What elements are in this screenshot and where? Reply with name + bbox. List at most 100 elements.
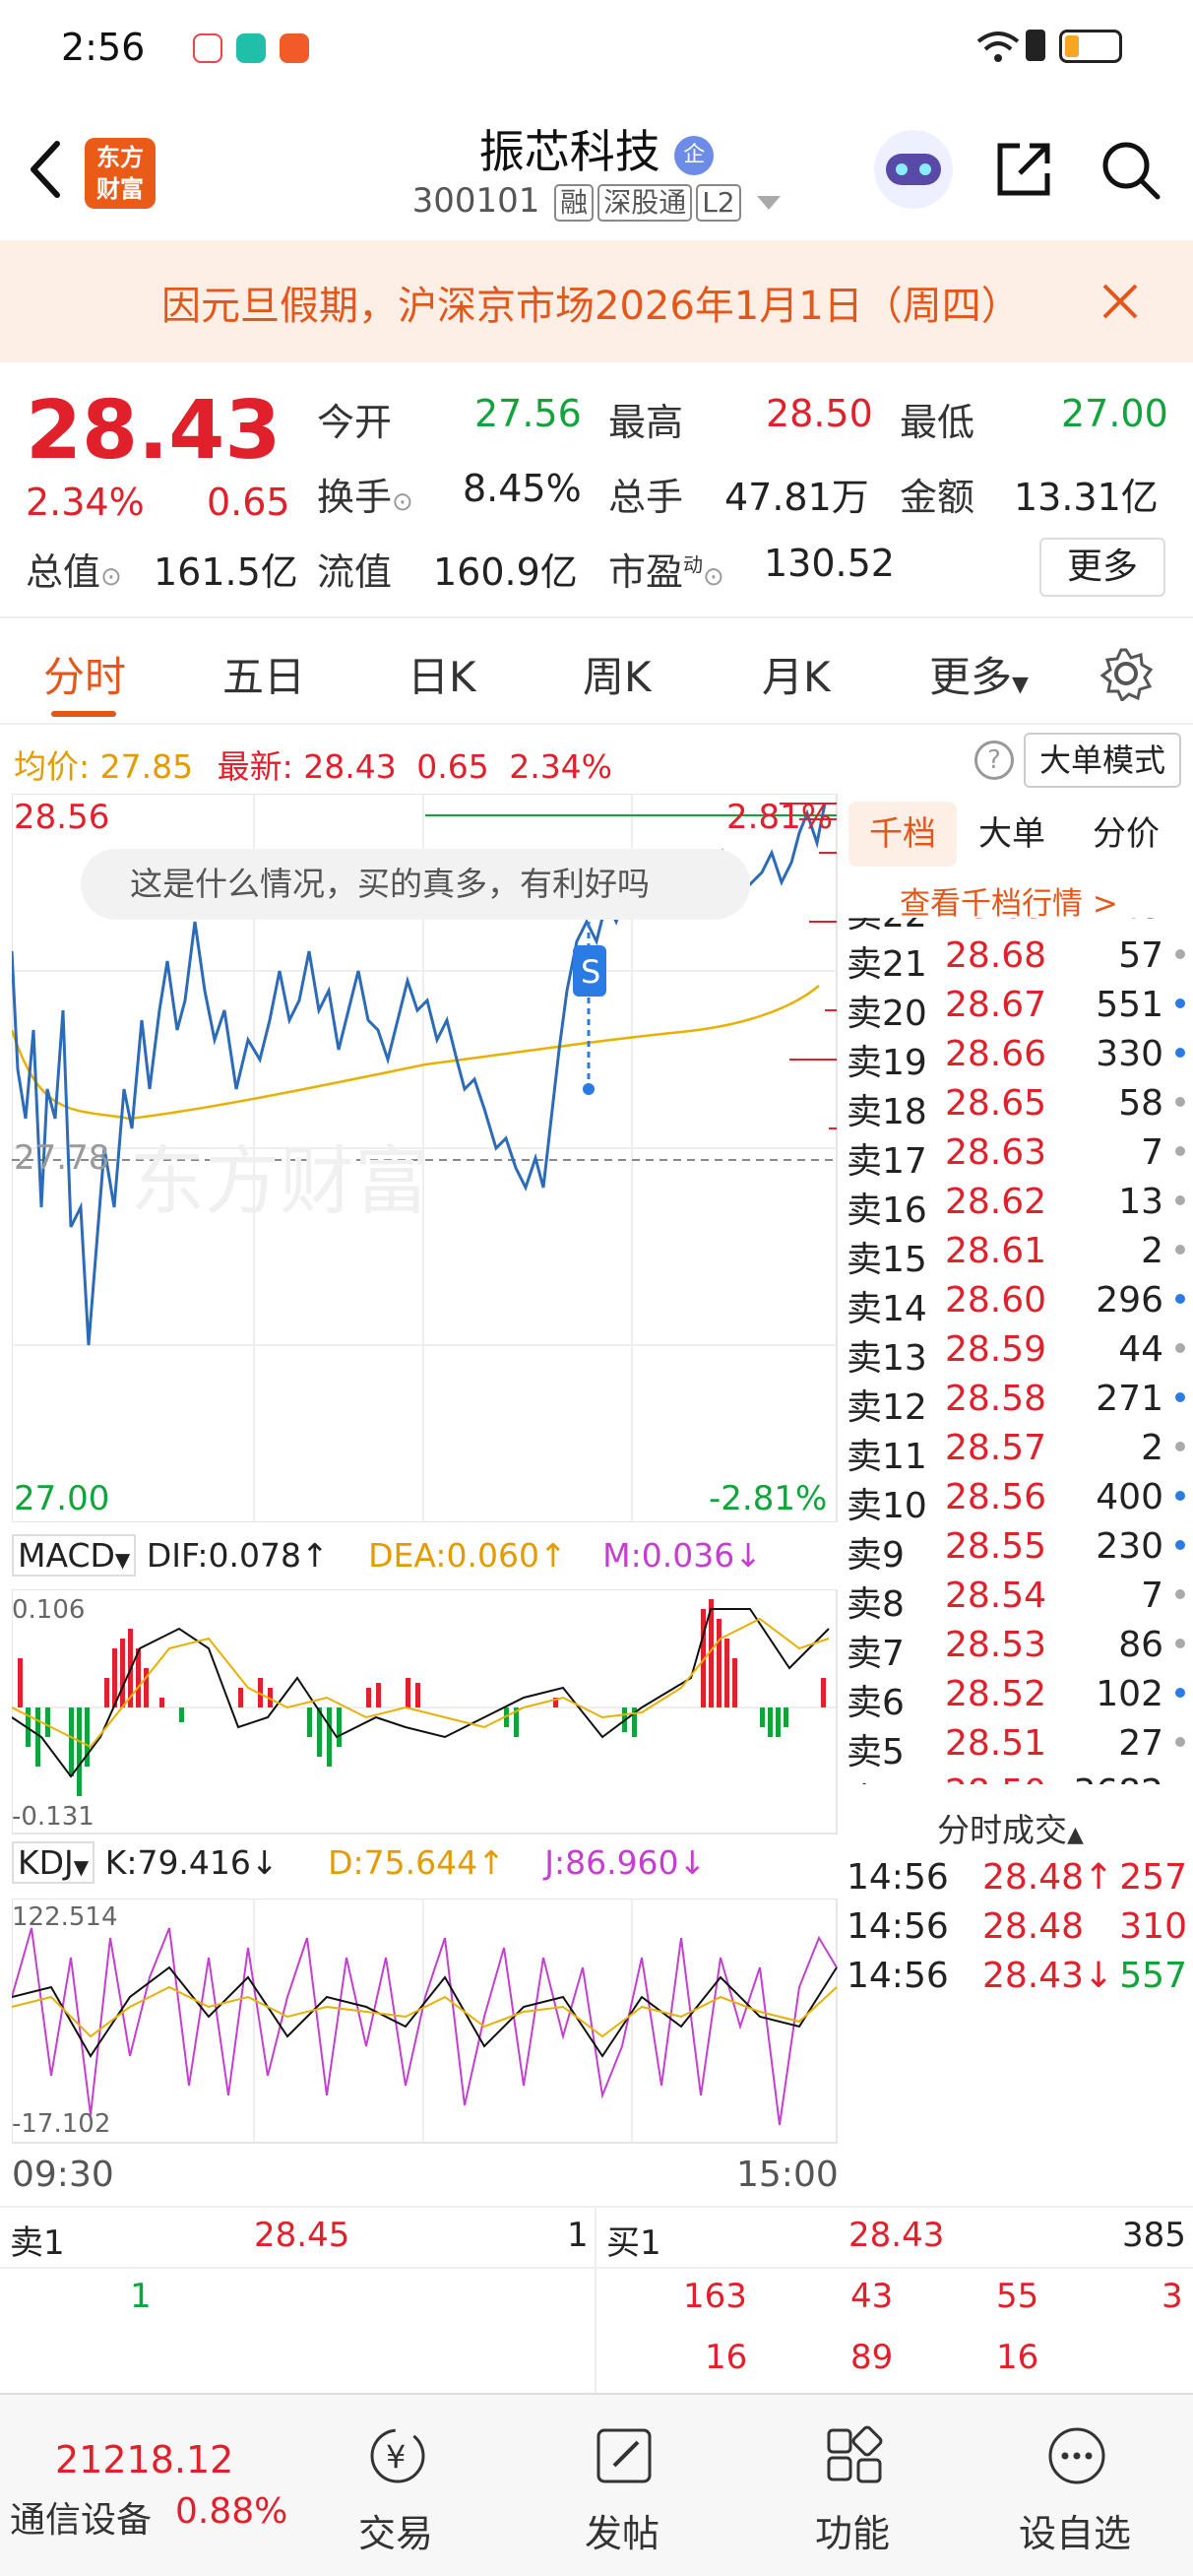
level-indicator-dot [1175,949,1185,959]
signal-marker-dot [583,1083,595,1095]
change-amount: 0.65 [207,481,290,524]
sell-level-row: 卖13 28.59 44 [839,1325,1193,1379]
more-dots-icon [1048,2427,1105,2484]
share-icon[interactable] [992,138,1055,201]
tab-big-orders[interactable]: 大单 [978,814,1045,854]
sell-level-row: 卖2228.6949 [839,918,1193,935]
y-mid-label: 27.78 [14,1138,110,1178]
level-indicator-dot [1175,1540,1185,1550]
float-label: 流值 [317,550,393,594]
sell-level-row: 卖16 28.62 13 [839,1178,1193,1231]
pe-value: 130.52 [764,542,895,585]
status-bar: 2:56 [0,0,1193,98]
low-label: 最低 [900,401,975,444]
tab-five-day[interactable]: 五日 [222,653,306,701]
industry-name: 通信设备 [10,2500,153,2541]
ai-assistant-avatar[interactable] [874,130,953,209]
pct-value: 2.34% [509,747,613,786]
more-button[interactable]: 更多 [1039,538,1165,597]
level-indicator-dot [1175,1392,1185,1402]
trade-row: 14:56 28.48 310 [847,1906,1187,1947]
edit-post-icon [596,2428,652,2483]
macd-m: M:0.036↓ [602,1536,762,1575]
search-icon[interactable] [1099,138,1162,201]
avg-value: 27.85 [99,747,194,786]
buy1-volume: 385 [1122,2216,1186,2255]
signal-marker-badge [573,945,606,997]
turnover-label: 换手⊙ [317,476,413,519]
buy1-detail-7: 16 [996,2338,1039,2377]
level-indicator-dot [1175,1048,1185,1058]
tab-price-distribution[interactable]: 分价 [1093,814,1160,854]
trades-title[interactable]: 分时成交▲ [937,1811,1084,1849]
buy1-detail-2: 43 [850,2277,894,2316]
y-bottom-label: 27.00 [14,1479,110,1518]
notice-text: 因元旦假期，沪深京市场2026年1月1日（周四） [161,284,1021,329]
volume-value: 47.81万 [724,476,869,519]
sell-level-row: 卖15 28.61 2 [839,1227,1193,1280]
macd-indicator-selector[interactable]: MACD▼ [12,1534,137,1577]
sell1-price: 28.45 [254,2216,350,2255]
kdj-k: K:79.416↓ [104,1843,279,1882]
tab-monthly-k[interactable]: 月K [762,653,831,701]
tab-daily-k[interactable]: 日K [408,653,476,701]
sell-levels-list[interactable]: 卖2228.6949卖2128.6857卖2028.67551卖1928.663… [839,918,1193,1784]
sell-level-row: 卖428.503682 [839,1769,1193,1784]
holiday-notice-banner[interactable]: 因元旦假期，沪深京市场2026年1月1日（周四） [0,240,1193,362]
big-order-mode-button[interactable]: 大单模式 [1024,733,1181,788]
order-book-panel: 千档 大单 分价 查看千档行情 > 卖2228.6949卖2128.6857卖2… [839,794,1193,2212]
chg-value: 0.65 [416,747,489,786]
battery-icon [1059,30,1122,63]
last-value: 28.43 [303,747,397,786]
kdj-indicator-selector[interactable]: KDJ▼ [12,1841,95,1884]
comment-bubble[interactable]: 这是什么情况，买的真多，有利好吗 [81,849,750,920]
quote-panel: 28.43 2.34% 0.65 总值⊙ 161.5亿 今开 27.56 最高 … [0,364,1193,618]
tab-thousand-level[interactable]: 千档 [848,802,957,867]
grid-functions-icon [827,2425,883,2483]
industry-index[interactable]: 21218.12 通信设备 0.88% [0,2395,295,2576]
tab-intraday[interactable]: 分时 [43,653,127,701]
stock-code-row: 300101 融深股通 L2 [0,181,1193,222]
open-value: 27.56 [474,392,582,435]
sell-level-row: 卖20 28.67 551 [839,981,1193,1034]
tab-more[interactable]: 更多▼ [929,653,1029,701]
bottom-order-book: 卖1 28.45 1 买1 28.43 385 1 163 43 55 3 16… [0,2206,1193,2393]
sell-level-row: 卖12 28.58 271 [839,1375,1193,1428]
buy1-detail-4: 3 [1162,2277,1183,2316]
enterprise-badge: 企 [674,135,715,175]
dropdown-caret-icon[interactable] [757,195,782,210]
level-indicator-dot [1175,1688,1185,1698]
bottom-toolbar: 21218.12 通信设备 0.88% ¥ 交易 发帖 功能 设自选 [0,2393,1193,2576]
kdj-d-line [12,1985,838,2038]
app-logo[interactable]: 东方 财富 [85,138,156,209]
macd-panel: MACD▼ DIF:0.078↑ DEA:0.060↑ M:0.036↓ [12,1534,839,1841]
close-icon[interactable] [1099,280,1142,323]
sell-level-row: 卖21 28.68 57 [839,932,1193,985]
last-price: 28.43 [26,384,282,478]
kdj-chart [12,1899,838,2144]
level-indicator-dot [1175,1294,1185,1304]
last-label: 最新: [217,747,293,786]
level-indicator-dot [1175,1639,1185,1648]
tab-weekly-k[interactable]: 周K [583,653,652,701]
trade-yen-icon: ¥ [370,2428,425,2483]
settings-gear-icon[interactable] [1099,646,1154,701]
sell-level-row: 卖6 28.52 102 [839,1670,1193,1723]
intraday-chart[interactable]: 东方财富 S 28.56 27.78 27.00 2.81% -2.81% 这是… [12,794,839,1522]
level-indicator-dot [1175,1737,1185,1747]
view-thousand-level-link[interactable]: 查看千档行情 > [900,886,1118,922]
macd-dea-line [12,1617,830,1749]
level-indicator-dot [1175,998,1185,1008]
sell1-label: 卖1 [10,2223,65,2263]
sell1-volume: 1 [567,2216,589,2255]
macd-chart [12,1589,838,1835]
macd-dif: DIF:0.078↑ [146,1536,329,1575]
kdj-bottom-label: -17.102 [12,2109,111,2139]
back-icon[interactable] [26,138,65,201]
sell-level-row: 卖7 28.53 86 [839,1621,1193,1674]
macd-dea: DEA:0.060↑ [368,1536,567,1575]
status-time: 2:56 [61,26,146,69]
macd-top-label: 0.106 [12,1595,86,1625]
help-icon[interactable]: ? [974,741,1014,780]
amount-value: 13.31亿 [1014,476,1159,519]
